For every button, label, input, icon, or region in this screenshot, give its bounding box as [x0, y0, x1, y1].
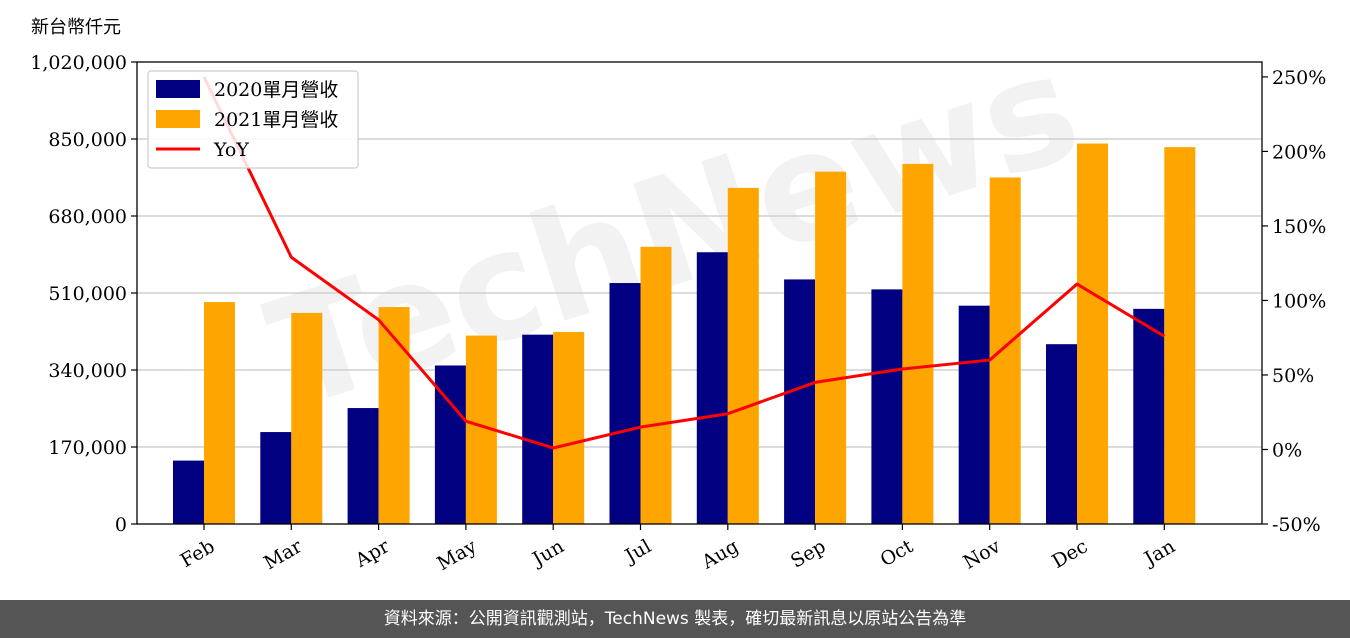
x-tick-label: Mar — [260, 535, 306, 574]
bar-2020-oct — [871, 289, 903, 524]
bar-2020-jul — [609, 283, 641, 524]
bar-2021-aug — [727, 187, 759, 524]
bar-2020-jun — [522, 334, 554, 524]
y-left-tick-label: 170,000 — [48, 437, 127, 459]
bar-2021-jul — [640, 246, 672, 525]
y-right-tick-label: 250% — [1272, 67, 1326, 89]
y-left-tick-label: 680,000 — [48, 206, 127, 228]
bar-2020-sep — [784, 279, 816, 524]
legend-label: 2021單月營收 — [214, 109, 338, 131]
x-tick-label: Feb — [177, 535, 219, 572]
x-tick-label: Jul — [620, 535, 655, 568]
yoy-line-group — [202, 76, 1166, 450]
x-tick-label: Jun — [527, 535, 568, 571]
legend: 2020單月營收 2021單月營收 YoY — [147, 70, 359, 169]
source-text: 資料來源：公開資訊觀測站，TechNews 製表，確切最新訊息以原站公告為準 — [383, 609, 967, 629]
bar-2020-jan — [1133, 308, 1165, 524]
x-tick-label: Aug — [697, 535, 742, 574]
bar-2021-feb — [204, 302, 235, 524]
bars-group — [173, 143, 1196, 525]
y-right-tick-label: -50% — [1272, 514, 1321, 536]
y-left-tick-label: 1,020,000 — [30, 52, 127, 74]
y-left-tick-label: 0 — [115, 514, 127, 536]
bar-2020-mar — [260, 432, 292, 524]
y-right-tick-label: 0% — [1272, 439, 1302, 461]
y-left-tick-label: 340,000 — [48, 360, 127, 382]
x-tick-label: Jan — [1139, 535, 1179, 571]
legend-label: YoY — [213, 139, 249, 161]
y-right-tick-label: 150% — [1272, 216, 1326, 238]
legend-box — [147, 70, 359, 169]
y-right-tick-label: 100% — [1272, 290, 1326, 312]
bar-2020-apr — [347, 408, 379, 524]
source-footer: 資料來源：公開資訊觀測站，TechNews 製表，確切最新訊息以原站公告為準 — [0, 600, 1350, 638]
y-left-tick-label: 510,000 — [48, 283, 127, 305]
bar-2021-jun — [553, 331, 585, 524]
bar-2021-oct — [902, 163, 934, 525]
y-right-tick-label: 50% — [1272, 365, 1314, 387]
legend-swatch — [156, 110, 200, 128]
x-tick-label: Apr — [351, 535, 394, 572]
bar-2020-nov — [958, 305, 990, 524]
bar-2021-mar — [291, 312, 323, 524]
bar-2020-dec — [1046, 344, 1077, 524]
x-tick-label: Dec — [1048, 535, 1091, 573]
x-tick-label: Oct — [877, 535, 918, 571]
bar-2021-dec — [1077, 143, 1108, 524]
yoy-line — [202, 76, 1166, 450]
legend-swatch — [156, 80, 200, 98]
x-tick-label: May — [433, 535, 480, 575]
bar-2020-feb — [173, 460, 204, 524]
y-axis-unit-label: 新台幣仟元 — [31, 17, 121, 38]
bar-2020-aug — [696, 252, 728, 524]
revenue-chart: TechNews 新台幣仟元 0170,000340,000510,000680… — [30, 17, 1326, 575]
bar-2021-apr — [378, 307, 410, 524]
y-left-tick-label: 850,000 — [48, 129, 127, 151]
bar-2021-jan — [1164, 147, 1196, 524]
bar-2021-nov — [989, 177, 1021, 524]
legend-label: 2020單月營收 — [214, 79, 338, 101]
bar-2021-sep — [815, 171, 847, 525]
x-tick-label: Nov — [960, 535, 1005, 574]
x-tick-label: Sep — [787, 535, 830, 572]
y-right-tick-label: 200% — [1272, 141, 1326, 163]
